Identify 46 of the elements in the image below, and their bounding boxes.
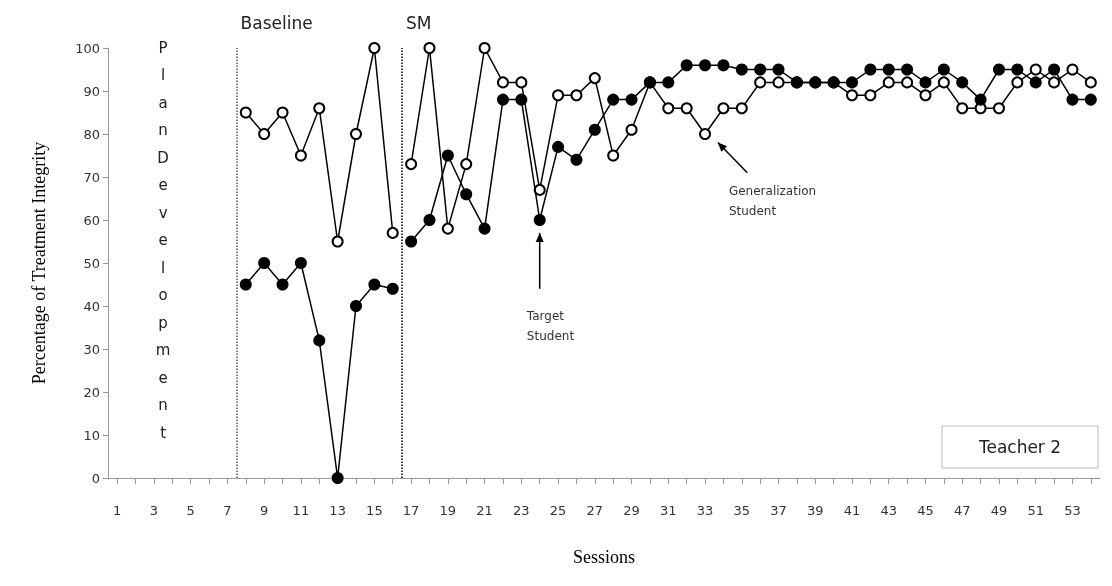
x-tick-label: 53 <box>1064 503 1081 518</box>
annotation: Generalization Student <box>728 184 817 219</box>
y-tick-label: 100 <box>75 40 100 56</box>
x-tick-label: 9 <box>260 503 269 518</box>
x-tick-label: 27 <box>586 503 604 518</box>
ref-line-label: SM <box>405 12 432 33</box>
x-tick-label: 29 <box>623 503 640 518</box>
y-tick-label: 60 <box>83 212 100 228</box>
y-tick-label: 20 <box>83 384 100 400</box>
x-tick-label: 17 <box>402 503 420 518</box>
y-tick-label: 50 <box>83 255 100 271</box>
x-tick-label: 31 <box>660 503 677 518</box>
x-tick-label: 41 <box>843 503 861 518</box>
y-tick-label: 70 <box>83 169 100 185</box>
x-tick-label: 13 <box>329 503 346 518</box>
y-tick-label: 30 <box>83 341 100 357</box>
x-tick-label: 43 <box>880 503 898 518</box>
x-axis-title: Sessions <box>572 547 636 567</box>
ref-line-label: Baseline <box>240 12 313 33</box>
x-tick-label: 19 <box>439 503 457 518</box>
x-tick-label: 23 <box>513 503 530 518</box>
text: PlanDevelopment <box>155 38 171 442</box>
x-tick-label: 25 <box>549 503 567 518</box>
x-tick-label: 45 <box>917 503 934 518</box>
x-tick-label: 21 <box>476 503 493 518</box>
x-tick-label: 51 <box>1027 503 1044 518</box>
y-tick-label: 0 <box>91 470 100 486</box>
y-axis-title: Percentage of Treatment Integrity <box>29 141 49 385</box>
y-tick-label: 90 <box>83 83 100 99</box>
x-tick-label: 11 <box>292 503 310 518</box>
x-tick-label: 15 <box>366 503 383 518</box>
x-tick-label: 33 <box>696 503 714 518</box>
x-tick-label: 1 <box>113 503 122 518</box>
x-tick-label: 3 <box>149 503 159 518</box>
annotation: Teacher 2 <box>977 437 1062 457</box>
x-tick-label: 7 <box>223 503 232 518</box>
x-tick-label: 5 <box>186 503 195 518</box>
y-tick-label: 80 <box>83 126 100 142</box>
x-tick-label: 37 <box>770 503 787 518</box>
x-tick-label: 39 <box>806 503 824 518</box>
y-tick-label: 40 <box>83 298 100 314</box>
x-tick-label: 35 <box>733 503 751 518</box>
x-tick-label: 47 <box>953 503 971 518</box>
x-tick-label: 49 <box>990 503 1008 518</box>
annotation: Target Student <box>525 309 575 343</box>
y-tick-label: 10 <box>83 427 100 443</box>
